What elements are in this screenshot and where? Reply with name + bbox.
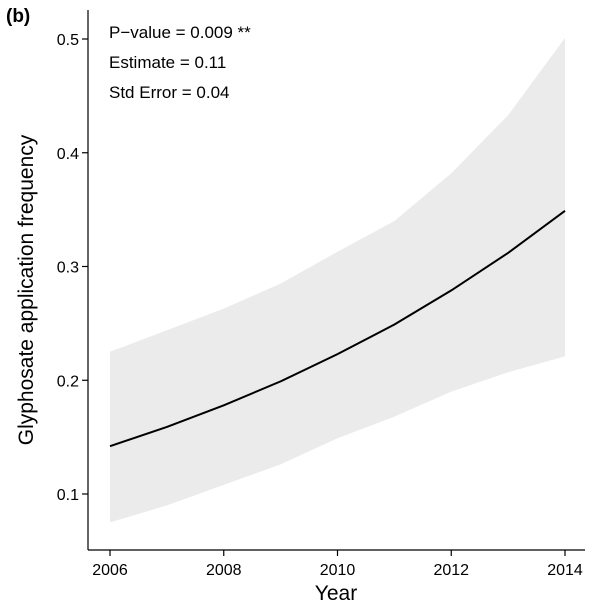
y-tick-label: 0.4 [57,146,79,163]
y-tick-label: 0.1 [57,487,79,504]
x-ticks: 2006 2008 2010 2012 2014 [92,550,583,579]
confidence-band-layer [110,37,565,523]
x-tick-label: 2014 [547,562,583,579]
x-axis-title: Year [315,582,357,605]
confidence-band [110,37,565,523]
x-tick-label: 2006 [92,562,128,579]
y-axis-title: Glyphosate application frequency [15,134,38,445]
x-tick-label: 2008 [206,562,242,579]
y-tick-label: 0.3 [57,260,79,277]
std-error-annotation: Std Error = 0.04 [109,83,229,102]
trend-line [109,209,566,448]
estimate-annotation: Estimate = 0.11 [109,53,226,72]
y-ticks: 0.1 0.2 0.3 0.4 0.5 [57,32,88,504]
panel-label: (b) [6,6,30,27]
p-value-annotation: P−value = 0.009 ** [109,23,251,42]
trend-line-layer [109,209,566,448]
y-tick-label: 0.5 [57,32,79,49]
x-tick-label: 2012 [433,562,469,579]
y-tick-label: 0.2 [57,373,79,390]
x-tick-label: 2010 [320,562,356,579]
